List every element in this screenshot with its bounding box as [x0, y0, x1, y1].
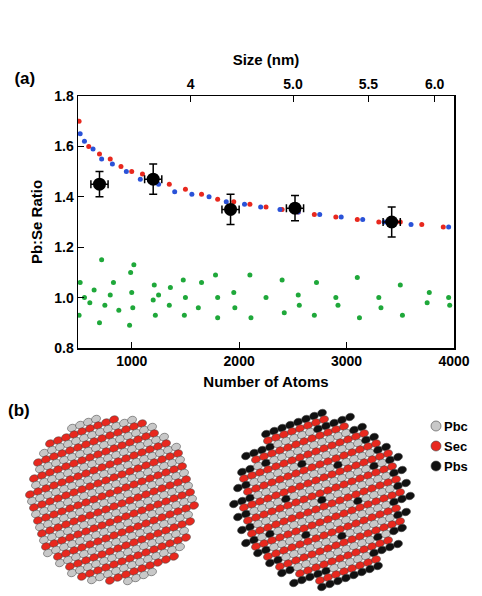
- svg-text:Pbc: Pbc: [444, 419, 468, 434]
- svg-text:1.2: 1.2: [54, 239, 74, 255]
- svg-text:(a): (a): [14, 69, 35, 88]
- svg-text:(b): (b): [8, 401, 30, 420]
- svg-text:6.0: 6.0: [425, 76, 445, 92]
- svg-text:Pb:Se Ratio: Pb:Se Ratio: [28, 180, 45, 264]
- svg-text:Sec: Sec: [444, 439, 467, 454]
- svg-text:1.4: 1.4: [54, 189, 74, 205]
- svg-text:4000: 4000: [438, 353, 469, 369]
- svg-text:5.0: 5.0: [283, 76, 303, 92]
- svg-text:1000: 1000: [116, 353, 147, 369]
- svg-text:1.8: 1.8: [54, 88, 74, 104]
- svg-text:3000: 3000: [331, 353, 362, 369]
- svg-text:Pbs: Pbs: [444, 459, 468, 474]
- svg-text:Number of Atoms: Number of Atoms: [203, 373, 328, 390]
- svg-text:Size (nm): Size (nm): [233, 51, 300, 68]
- svg-text:1.6: 1.6: [54, 138, 74, 154]
- svg-text:2000: 2000: [224, 353, 255, 369]
- svg-text:1.0: 1.0: [54, 290, 74, 306]
- svg-text:5.5: 5.5: [359, 76, 379, 92]
- svg-text:4: 4: [187, 76, 195, 92]
- svg-text:0.8: 0.8: [54, 340, 74, 356]
